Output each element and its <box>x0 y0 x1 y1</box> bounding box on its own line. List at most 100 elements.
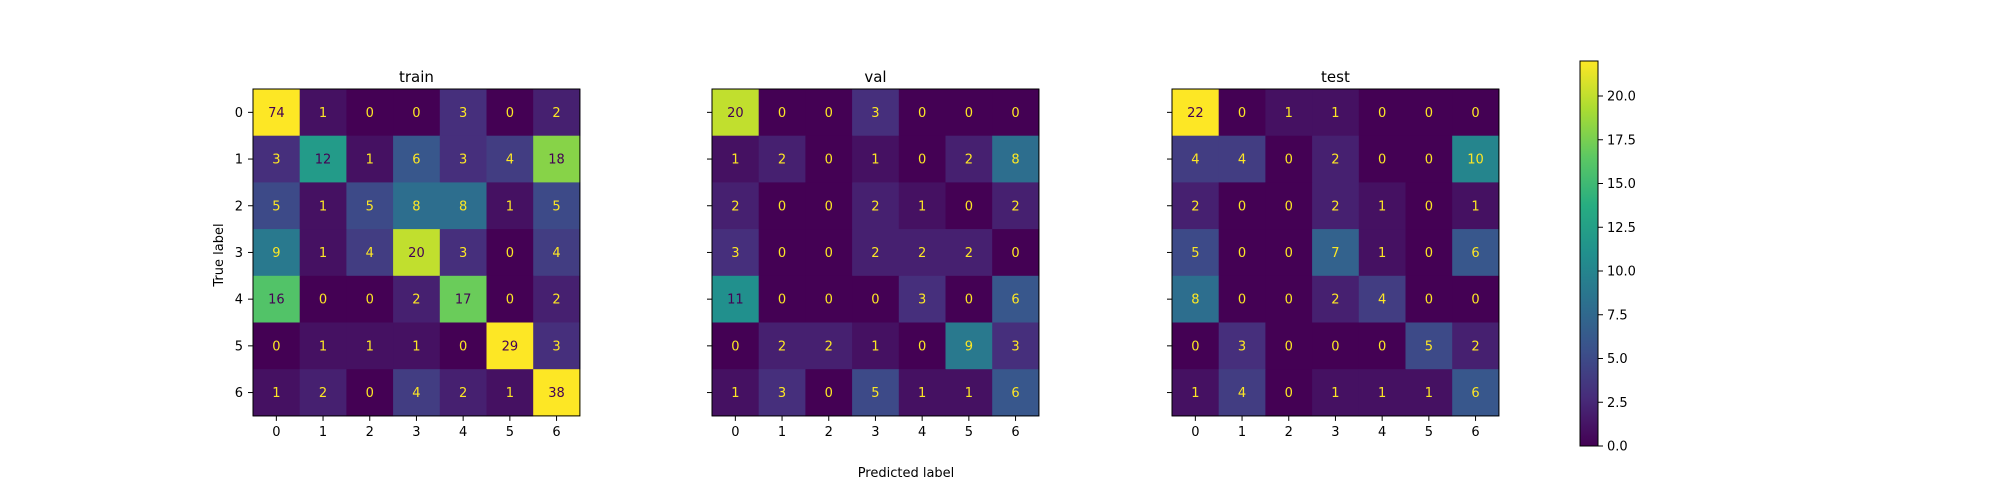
heatmap-cell <box>439 369 487 417</box>
cell-value-label: 0 <box>1471 106 1479 121</box>
heatmap-cell <box>1265 369 1313 417</box>
cell-value-label: 4 <box>366 246 374 261</box>
heatmap-cell <box>299 275 347 323</box>
heatmap-cell <box>805 89 853 137</box>
heatmap-cell <box>393 89 441 137</box>
cell-value-label: 1 <box>1378 386 1386 401</box>
heatmap-cell <box>712 322 760 370</box>
cell-value-label: 0 <box>1238 106 1246 121</box>
heatmap-cell <box>945 135 993 183</box>
heatmap-cell <box>1172 369 1220 417</box>
heatmap-cell <box>945 275 993 323</box>
cell-value-label: 11 <box>727 293 744 308</box>
cell-value-label: 2 <box>965 153 973 168</box>
heatmap-cell <box>1405 275 1453 323</box>
heatmap-cell <box>1312 229 1360 277</box>
heatmap-cell <box>805 229 853 277</box>
cell-value-label: 0 <box>412 106 420 121</box>
cell-value-label: 0 <box>506 106 514 121</box>
cell-value-label: 12 <box>315 153 332 168</box>
cell-value-label: 2 <box>552 106 560 121</box>
heatmap-cell <box>486 275 534 323</box>
cell-value-label: 0 <box>1471 293 1479 308</box>
cell-value-label: 0 <box>366 293 374 308</box>
heatmap-cell <box>898 322 946 370</box>
cell-value-label: 0 <box>1238 246 1246 261</box>
heatmap-cell <box>486 182 534 230</box>
cell-value-label: 0 <box>965 106 973 121</box>
cell-value-label: 1 <box>366 153 374 168</box>
heatmap-cell <box>299 182 347 230</box>
colorbar-tick-label: 15.0 <box>1607 177 1636 192</box>
x-tick-label: 6 <box>552 425 560 440</box>
heatmap-cell <box>439 322 487 370</box>
heatmap-cell <box>992 229 1040 277</box>
heatmap-cell <box>1405 135 1453 183</box>
heatmap-cell <box>758 89 806 137</box>
heatmap-cell <box>1265 322 1313 370</box>
heatmap-cell <box>805 182 853 230</box>
cell-value-label: 3 <box>459 153 467 168</box>
cell-value-label: 6 <box>412 153 420 168</box>
colorbar-tick-label: 10.0 <box>1607 265 1636 280</box>
x-tick-label: 1 <box>778 425 786 440</box>
heatmap-cell <box>299 369 347 417</box>
cell-value-label: 0 <box>918 339 926 354</box>
heatmap-cell <box>1452 89 1500 137</box>
cell-value-label: 2 <box>1191 199 1199 214</box>
heatmap-cell <box>1405 89 1453 137</box>
x-tick-label: 4 <box>459 425 467 440</box>
heatmap-cell <box>852 182 900 230</box>
cell-value-label: 1 <box>1331 386 1339 401</box>
heatmap-cell <box>712 229 760 277</box>
heatmap-cell <box>712 369 760 417</box>
cell-value-label: 2 <box>778 339 786 354</box>
heatmap-cell <box>852 275 900 323</box>
heatmap-cell <box>1358 275 1406 323</box>
panel-title: test <box>1321 68 1350 86</box>
colorbar-tick-label: 7.5 <box>1607 308 1628 323</box>
heatmap-cell <box>299 322 347 370</box>
heatmap-cell <box>393 369 441 417</box>
cell-value-label: 0 <box>272 339 280 354</box>
y-tick-label: 5 <box>235 339 243 354</box>
cell-value-label: 29 <box>502 339 519 354</box>
cell-value-label: 0 <box>1285 293 1293 308</box>
cell-value-label: 9 <box>965 339 973 354</box>
panel-title: train <box>399 68 434 86</box>
heatmap-cell <box>1172 89 1220 137</box>
heatmap-cell <box>1358 322 1406 370</box>
cell-value-label: 2 <box>1331 199 1339 214</box>
heatmap-cell <box>1265 89 1313 137</box>
cell-value-label: 2 <box>871 246 879 261</box>
colorbar-tick-label: 5.0 <box>1607 352 1628 367</box>
cell-value-label: 0 <box>1378 153 1386 168</box>
cell-value-label: 0 <box>1285 153 1293 168</box>
cell-value-label: 6 <box>1471 246 1479 261</box>
x-tick-label: 0 <box>272 425 280 440</box>
cell-value-label: 4 <box>1378 293 1386 308</box>
cell-value-label: 4 <box>506 153 514 168</box>
cell-value-label: 0 <box>319 293 327 308</box>
heatmap-cell <box>1312 322 1360 370</box>
cell-value-label: 0 <box>778 246 786 261</box>
cell-value-label: 1 <box>1425 386 1433 401</box>
cell-value-label: 0 <box>825 153 833 168</box>
cell-value-label: 0 <box>1425 153 1433 168</box>
heatmap-cell <box>1358 135 1406 183</box>
colorbar-tick-label: 12.5 <box>1607 221 1636 236</box>
heatmap-cell <box>533 182 581 230</box>
heatmap-cell <box>852 229 900 277</box>
cell-value-label: 8 <box>1011 153 1019 168</box>
x-tick-label: 2 <box>366 425 374 440</box>
heatmap-cell <box>1358 182 1406 230</box>
cell-value-label: 0 <box>1331 339 1339 354</box>
cell-value-label: 0 <box>366 386 374 401</box>
cell-value-label: 4 <box>552 246 560 261</box>
heatmap-cell <box>1218 229 1266 277</box>
x-tick-label: 4 <box>1378 425 1386 440</box>
colorbar-tick-label: 0.0 <box>1607 440 1628 455</box>
x-tick-label: 1 <box>319 425 327 440</box>
x-tick-label: 5 <box>506 425 514 440</box>
